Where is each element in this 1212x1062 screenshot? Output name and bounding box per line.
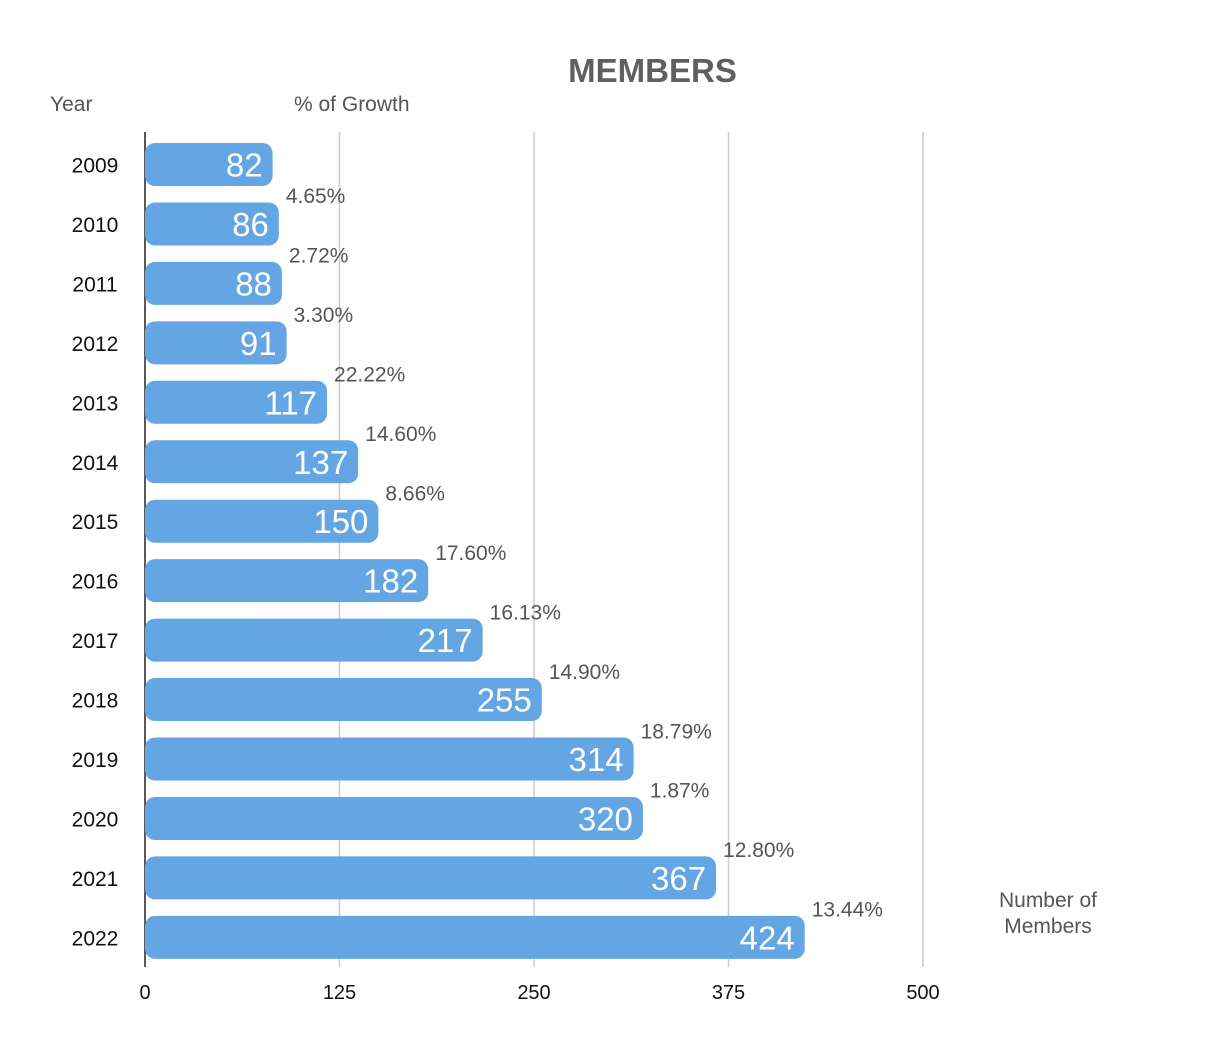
- bar: [145, 678, 542, 722]
- growth-label: 18.79%: [641, 720, 712, 743]
- growth-label: 8.66%: [385, 482, 445, 505]
- x-tick-label: 125: [323, 982, 356, 1004]
- bar-value-label: 424: [740, 919, 795, 956]
- bar: [145, 440, 359, 484]
- y-tick-label: 2010: [72, 214, 119, 237]
- x-tick-label: 250: [517, 982, 550, 1004]
- bar: [145, 796, 643, 840]
- bar-value-label: 320: [578, 800, 633, 837]
- y-tick-label: 2021: [72, 868, 119, 891]
- growth-label: 16.13%: [490, 601, 561, 624]
- bar: [145, 380, 328, 424]
- y-tick-label: 2016: [72, 571, 119, 594]
- y-tick-label: 2011: [72, 273, 117, 296]
- y-tick-label: 2022: [72, 927, 119, 950]
- growth-label: 22.22%: [334, 364, 405, 387]
- growth-label: 14.90%: [549, 661, 620, 684]
- y-axis-label: Year: [50, 93, 93, 116]
- growth-label: 14.60%: [365, 423, 436, 446]
- growth-label: 2.72%: [289, 245, 349, 268]
- bar: [145, 143, 273, 186]
- growth-label: 3.30%: [294, 304, 354, 327]
- bar: [145, 261, 282, 305]
- y-tick-label: 2017: [72, 630, 119, 653]
- bar: [145, 499, 379, 543]
- y-tick-label: 2015: [72, 511, 119, 534]
- growth-label: 1.87%: [650, 780, 710, 803]
- y-tick-label: 2009: [72, 155, 119, 178]
- bar: [145, 321, 287, 365]
- growth-column-label: % of Growth: [294, 93, 410, 116]
- x-tick-label: 0: [139, 982, 150, 1004]
- bar: [145, 202, 279, 246]
- y-tick-label: 2020: [72, 808, 119, 831]
- growth-label: 12.80%: [723, 839, 794, 862]
- chart-title: MEMBERS: [568, 52, 737, 89]
- bar-value-label: 314: [569, 741, 624, 778]
- bar: [145, 559, 429, 603]
- growth-label: 17.60%: [435, 542, 506, 565]
- bar-value-label: 82: [226, 147, 263, 184]
- bar: [145, 915, 805, 959]
- bar-value-label: 117: [264, 384, 317, 421]
- bar-value-label: 137: [293, 444, 348, 481]
- y-tick-label: 2019: [72, 749, 119, 772]
- y-tick-label: 2012: [72, 333, 119, 356]
- y-tick-label: 2013: [72, 392, 119, 415]
- bar-value-label: 150: [313, 503, 368, 540]
- y-tick-label: 2018: [72, 690, 119, 713]
- x-tick-label: 375: [712, 982, 745, 1004]
- bar: [145, 856, 717, 900]
- growth-label: 13.44%: [812, 899, 883, 922]
- y-tick-label: 2014: [72, 452, 119, 475]
- bar-value-label: 255: [477, 682, 532, 719]
- bar-value-label: 217: [418, 622, 473, 659]
- bar: [145, 737, 634, 781]
- bar-value-label: 182: [363, 563, 418, 600]
- bar-value-label: 367: [651, 860, 706, 897]
- x-tick-label: 500: [906, 982, 939, 1004]
- bar-value-label: 91: [240, 325, 277, 362]
- bar: [145, 618, 483, 662]
- x-axis-label: Number of Members: [998, 889, 1098, 938]
- bar-value-label: 88: [235, 265, 272, 302]
- bar-value-label: 86: [232, 206, 269, 243]
- growth-label: 4.65%: [286, 185, 346, 208]
